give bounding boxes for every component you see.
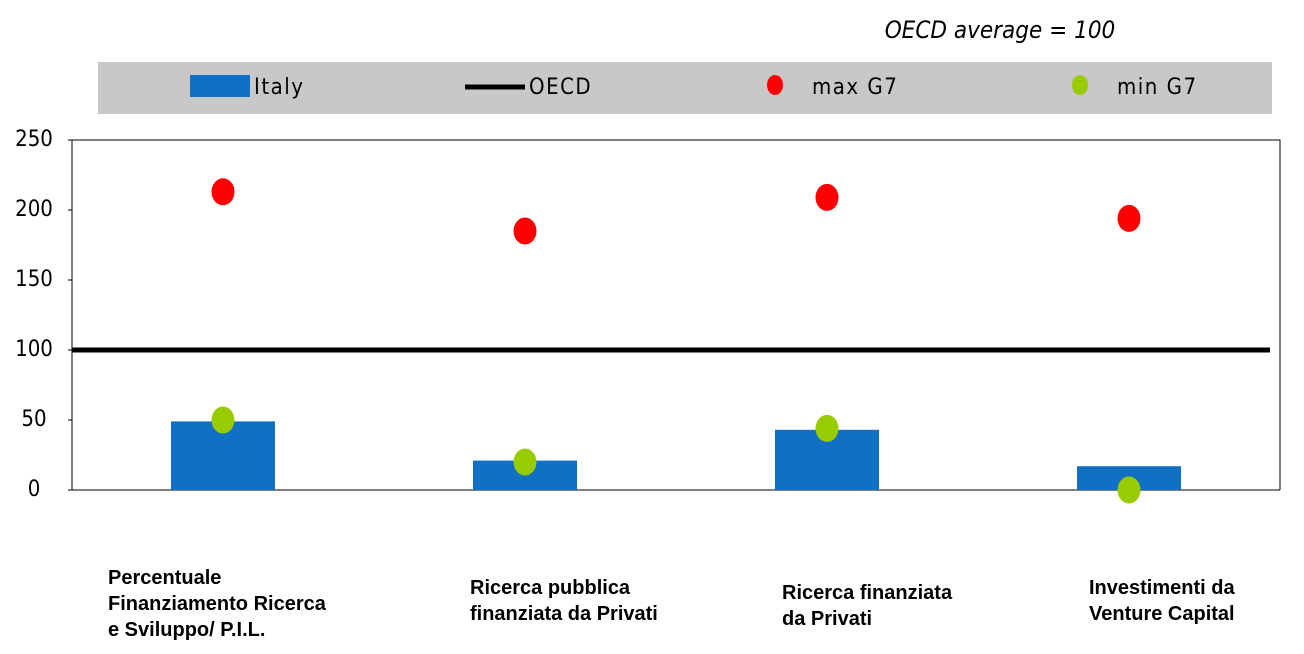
legend-swatch (190, 75, 250, 97)
x-tick-label: Ricerca finanziata da Privati (782, 582, 953, 630)
y-tick-label: 200 (15, 197, 53, 222)
plot-frame (71, 139, 1281, 490)
dot (513, 448, 537, 476)
y-tick-label: 100 (15, 337, 53, 362)
x-tick-label: Investimenti da Venture Capital (1089, 577, 1235, 625)
legend-label: max G7 (812, 75, 898, 100)
dot (1117, 204, 1141, 232)
annotation: OECD average = 100 (885, 16, 1116, 44)
y-tick-label: 0 (28, 477, 41, 502)
legend-label: min G7 (1117, 75, 1198, 100)
legend-swatch (1072, 75, 1088, 95)
dot (211, 178, 235, 206)
legend-label: Italy (254, 75, 304, 100)
y-tick-label: 50 (21, 407, 46, 432)
dot (1117, 476, 1141, 504)
legend-swatch (767, 75, 783, 95)
y-tick-label: 250 (15, 127, 53, 152)
x-tick-label: Percentuale Finanziamento Ricerca e Svil… (108, 567, 326, 641)
y-tick-label: 150 (15, 267, 53, 292)
legend-label: OECD (529, 75, 592, 100)
dot (815, 414, 839, 442)
dot (815, 183, 839, 211)
dot (513, 217, 537, 245)
x-tick-label: Ricerca pubblica finanziata da Privati (470, 577, 658, 625)
dot (211, 406, 235, 434)
